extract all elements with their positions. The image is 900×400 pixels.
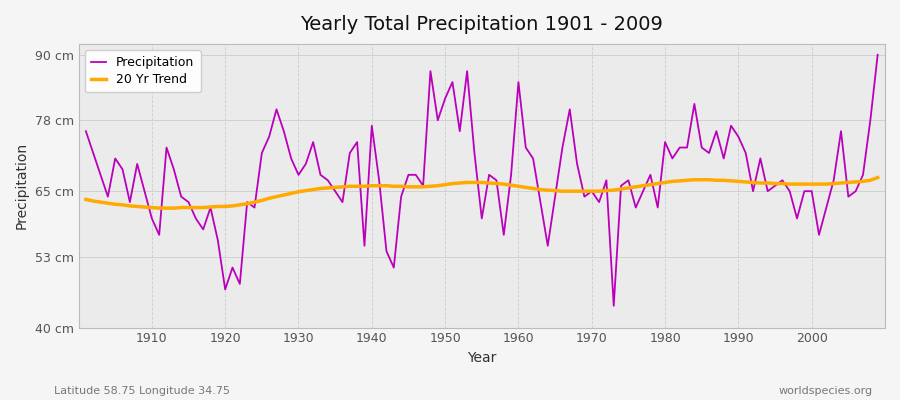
Precipitation bbox=[140, 189, 150, 194]
Text: worldspecies.org: worldspecies.org bbox=[778, 386, 873, 396]
Precipitation bbox=[608, 303, 619, 308]
X-axis label: Year: Year bbox=[467, 351, 497, 365]
Legend: Precipitation, 20 Yr Trend: Precipitation, 20 Yr Trend bbox=[85, 50, 201, 92]
20 Yr Trend bbox=[80, 197, 91, 202]
Precipitation bbox=[872, 52, 883, 57]
Y-axis label: Precipitation: Precipitation bbox=[15, 142, 29, 229]
Line: Precipitation: Precipitation bbox=[86, 55, 878, 306]
Text: Latitude 58.75 Longitude 34.75: Latitude 58.75 Longitude 34.75 bbox=[54, 386, 230, 396]
20 Yr Trend bbox=[872, 175, 883, 180]
Precipitation bbox=[301, 162, 311, 166]
20 Yr Trend bbox=[154, 206, 165, 210]
Precipitation bbox=[513, 80, 524, 84]
Precipitation bbox=[80, 129, 91, 134]
Precipitation bbox=[506, 172, 517, 177]
20 Yr Trend bbox=[308, 187, 319, 192]
Title: Yearly Total Precipitation 1901 - 2009: Yearly Total Precipitation 1901 - 2009 bbox=[301, 15, 663, 34]
Precipitation bbox=[601, 178, 612, 183]
20 Yr Trend bbox=[140, 205, 150, 210]
20 Yr Trend bbox=[608, 188, 619, 192]
Line: 20 Yr Trend: 20 Yr Trend bbox=[86, 178, 878, 208]
20 Yr Trend bbox=[520, 185, 531, 190]
20 Yr Trend bbox=[352, 184, 363, 189]
20 Yr Trend bbox=[513, 184, 524, 189]
Precipitation bbox=[345, 151, 356, 156]
